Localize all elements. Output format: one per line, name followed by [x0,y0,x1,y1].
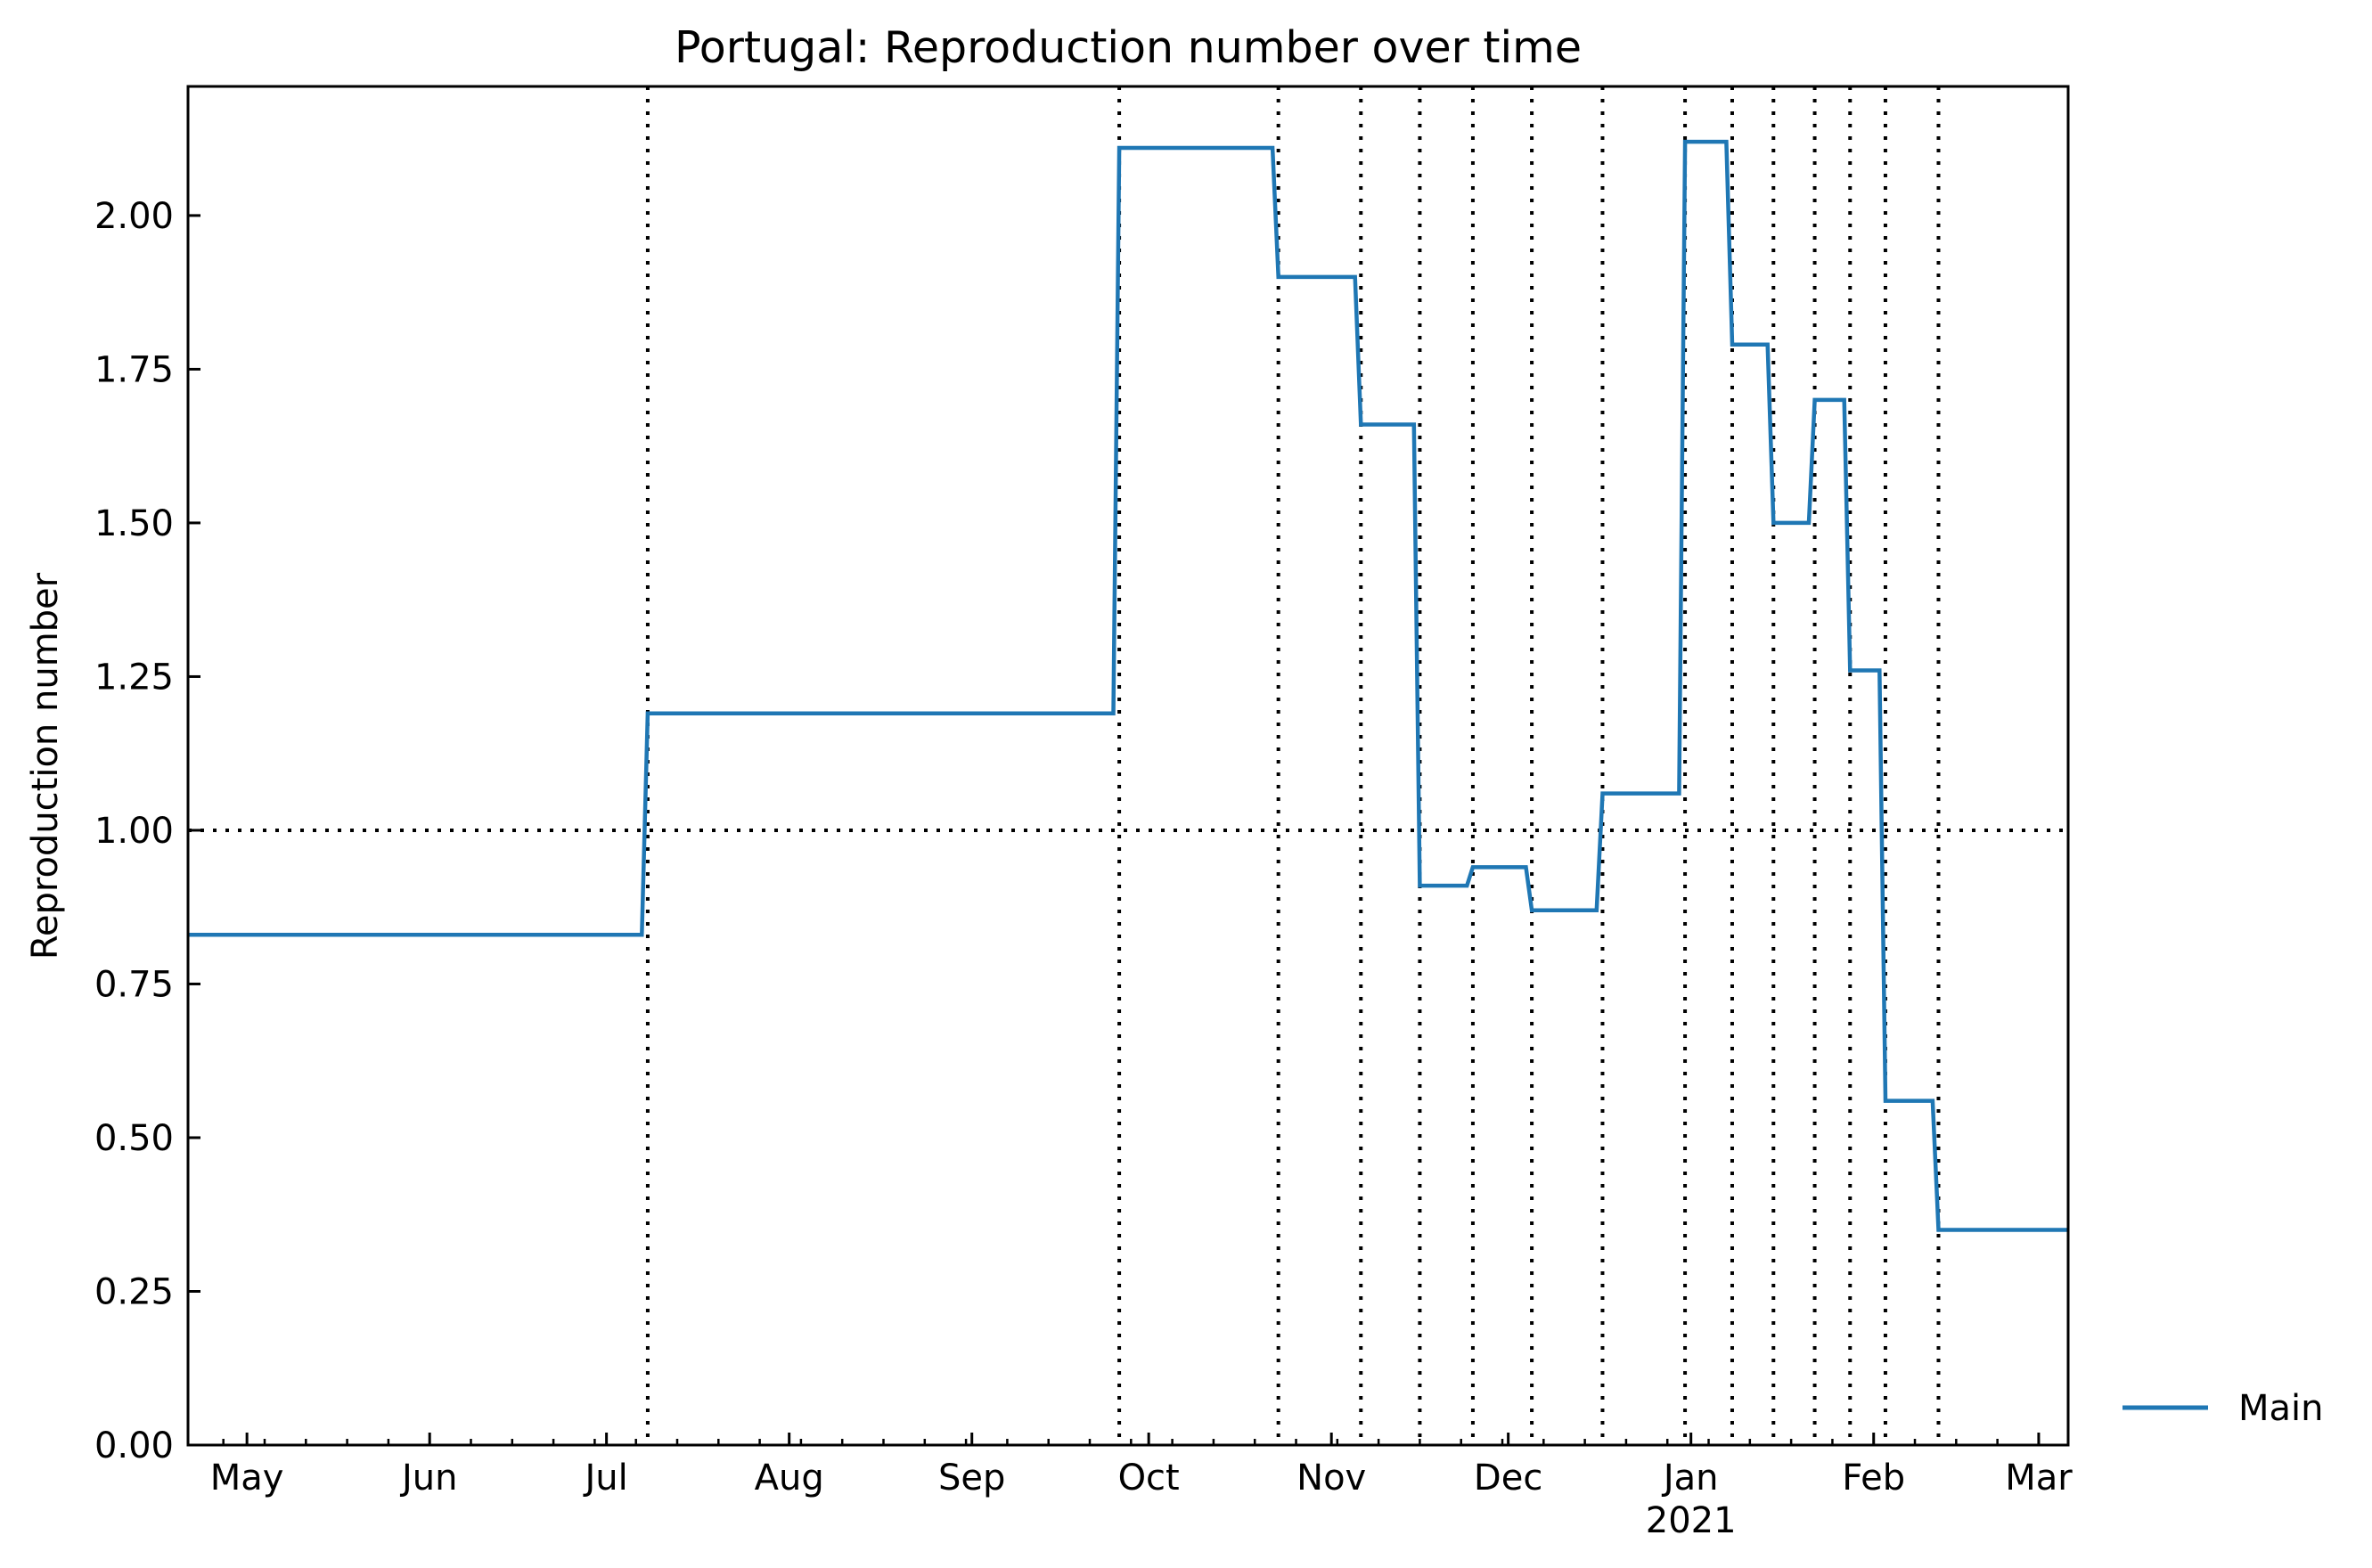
y-axis: 0.00 0.25 0.50 0.75 1.00 1.25 1.50 1.75 2.00 [94,196,200,1466]
x-tick-label: Sep [938,1458,1005,1499]
x-tick-label: May [210,1458,284,1499]
x-tick-label: Dec [1474,1458,1542,1499]
y-tick-label: 1.25 [94,657,174,698]
x-tick-label: Oct [1118,1458,1180,1499]
y-tick-label: 0.50 [94,1118,174,1159]
x-tick-label: Jun [399,1458,458,1499]
x-tick-label: Nov [1296,1458,1366,1499]
x-tick-sublabel: 2021 [1646,1500,1737,1541]
y-axis-label: Reproduction number [25,572,66,960]
y-tick-label: 0.75 [94,964,174,1005]
y-tick-label: 1.00 [94,811,174,852]
y-tick-label: 0.00 [94,1425,174,1466]
x-tick-label: Jan [1661,1458,1719,1499]
x-tick-label: Mar [2005,1458,2073,1499]
y-tick-label: 2.00 [94,196,174,237]
plot-frame [186,85,2070,1447]
legend-label-main: Main [2238,1388,2324,1429]
plot-area [188,86,2068,1445]
y-tick-label: 1.75 [94,349,174,390]
legend: Main [2123,1388,2324,1429]
series-line-main [188,139,2068,1232]
y-tick-label: 1.50 [94,503,174,544]
y-tick-label: 0.25 [94,1271,174,1312]
chart-title: Portugal: Reproduction number over time [675,22,1582,73]
x-tick-label: Feb [1842,1458,1905,1499]
x-tick-label: Aug [755,1458,824,1499]
x-tick-label: Jul [582,1458,627,1499]
